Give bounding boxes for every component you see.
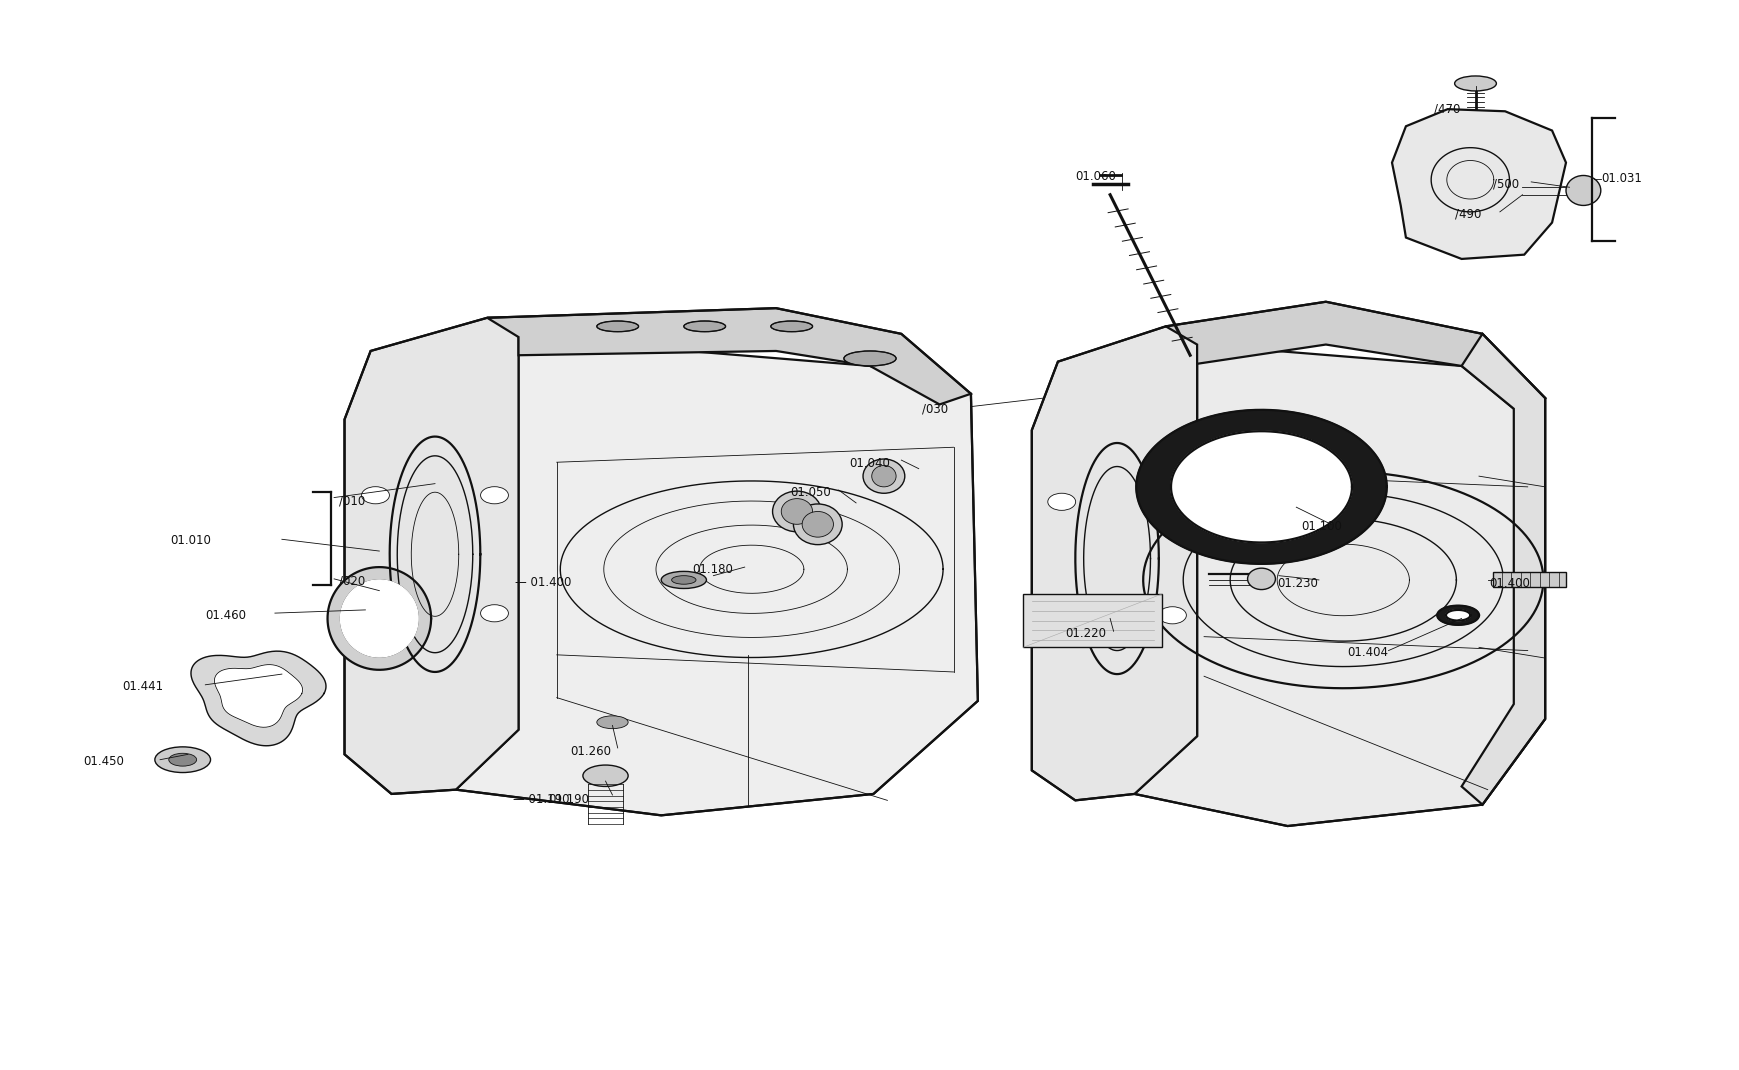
Ellipse shape	[683, 321, 725, 332]
Polygon shape	[191, 652, 325, 746]
Polygon shape	[214, 664, 303, 728]
Polygon shape	[1445, 610, 1469, 621]
Text: /030: /030	[922, 402, 948, 415]
Text: 01.230: 01.230	[1276, 577, 1316, 590]
Ellipse shape	[1454, 76, 1496, 91]
Ellipse shape	[1158, 607, 1186, 624]
Ellipse shape	[793, 504, 842, 545]
Polygon shape	[344, 318, 518, 794]
Text: /490: /490	[1454, 208, 1480, 220]
Polygon shape	[1023, 594, 1162, 647]
Ellipse shape	[1247, 568, 1275, 590]
Text: 01.190: 01.190	[548, 793, 590, 806]
Text: 01.441: 01.441	[122, 681, 163, 693]
Polygon shape	[1170, 431, 1351, 542]
Ellipse shape	[661, 571, 706, 588]
Ellipse shape	[871, 465, 896, 487]
Polygon shape	[1391, 109, 1565, 259]
Polygon shape	[487, 308, 970, 404]
Ellipse shape	[362, 487, 390, 504]
Text: 01.400: 01.400	[1489, 577, 1529, 590]
Polygon shape	[1436, 606, 1478, 625]
Text: 01.031: 01.031	[1600, 172, 1640, 185]
Ellipse shape	[781, 499, 812, 524]
Ellipse shape	[843, 351, 896, 366]
Text: 01.260: 01.260	[570, 745, 612, 758]
Text: 01.460: 01.460	[205, 609, 247, 622]
Text: 01.050: 01.050	[790, 486, 830, 499]
Text: /020: /020	[339, 575, 365, 587]
Polygon shape	[1461, 334, 1544, 805]
Ellipse shape	[1565, 175, 1600, 205]
Polygon shape	[1031, 326, 1196, 800]
Text: 01.450: 01.450	[83, 755, 123, 768]
Ellipse shape	[480, 605, 508, 622]
Text: /470: /470	[1433, 103, 1459, 116]
Ellipse shape	[1158, 493, 1186, 510]
Ellipse shape	[480, 487, 508, 504]
Text: /500: /500	[1492, 178, 1518, 190]
Polygon shape	[341, 580, 417, 657]
Ellipse shape	[671, 576, 696, 584]
Ellipse shape	[802, 511, 833, 537]
Polygon shape	[1136, 410, 1386, 564]
Ellipse shape	[772, 491, 821, 532]
Text: 01.100: 01.100	[1301, 520, 1341, 533]
Ellipse shape	[596, 716, 628, 729]
Polygon shape	[1492, 572, 1565, 587]
Text: 01.060: 01.060	[1075, 170, 1115, 183]
Polygon shape	[1165, 302, 1544, 409]
Ellipse shape	[362, 605, 390, 622]
Ellipse shape	[863, 459, 904, 493]
Ellipse shape	[1047, 607, 1075, 624]
Text: — 01.190: — 01.190	[513, 793, 569, 806]
Ellipse shape	[583, 765, 628, 786]
Ellipse shape	[596, 321, 638, 332]
Polygon shape	[327, 567, 431, 670]
Ellipse shape	[169, 753, 197, 766]
Text: 01.010: 01.010	[170, 534, 210, 547]
Polygon shape	[456, 337, 977, 815]
Polygon shape	[1134, 345, 1544, 826]
Text: 01.220: 01.220	[1064, 627, 1106, 640]
Ellipse shape	[155, 747, 210, 773]
Ellipse shape	[770, 321, 812, 332]
Text: — 01.400: — 01.400	[515, 576, 570, 589]
Text: 01.404: 01.404	[1346, 646, 1388, 659]
Text: /010: /010	[339, 494, 365, 507]
Text: 01.180: 01.180	[692, 563, 732, 576]
Ellipse shape	[1047, 493, 1075, 510]
Text: 01.040: 01.040	[849, 457, 889, 470]
